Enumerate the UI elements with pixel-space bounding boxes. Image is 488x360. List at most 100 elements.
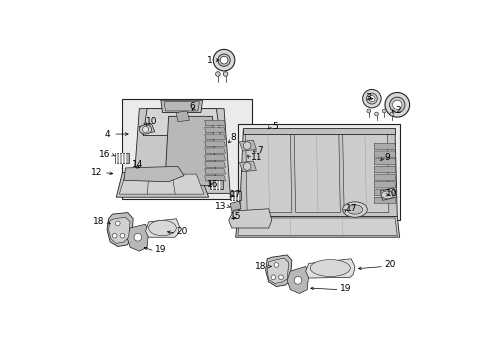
Circle shape	[374, 112, 378, 116]
Text: 20: 20	[384, 260, 395, 269]
Text: 4: 4	[104, 130, 110, 139]
Polygon shape	[238, 218, 396, 236]
Polygon shape	[373, 182, 395, 188]
Polygon shape	[373, 197, 395, 203]
Text: 7: 7	[257, 147, 263, 156]
Polygon shape	[373, 143, 395, 149]
Polygon shape	[265, 255, 291, 287]
Circle shape	[293, 276, 301, 284]
Ellipse shape	[139, 125, 151, 134]
Polygon shape	[266, 258, 288, 283]
Polygon shape	[204, 155, 225, 160]
Ellipse shape	[380, 191, 393, 199]
Text: 17: 17	[230, 190, 241, 199]
Polygon shape	[116, 172, 208, 197]
Text: 18: 18	[254, 262, 266, 271]
Text: 18: 18	[93, 217, 104, 226]
Polygon shape	[239, 140, 256, 151]
Circle shape	[243, 142, 250, 149]
Circle shape	[220, 56, 227, 64]
Text: 5: 5	[271, 122, 277, 131]
Text: 17: 17	[345, 204, 356, 213]
Circle shape	[384, 93, 409, 117]
Polygon shape	[133, 109, 230, 193]
Bar	[115, 153, 128, 163]
Text: 1: 1	[206, 56, 212, 65]
Text: 3: 3	[364, 93, 370, 102]
Polygon shape	[373, 166, 395, 172]
Polygon shape	[204, 148, 225, 153]
Text: 6: 6	[189, 102, 195, 111]
Polygon shape	[204, 162, 225, 167]
Polygon shape	[127, 224, 148, 251]
Circle shape	[213, 49, 234, 71]
Text: 10: 10	[385, 189, 396, 198]
Polygon shape	[161, 100, 202, 112]
Polygon shape	[305, 259, 354, 278]
Circle shape	[223, 72, 227, 76]
Ellipse shape	[148, 220, 176, 236]
Polygon shape	[204, 169, 225, 174]
Circle shape	[112, 233, 117, 238]
Circle shape	[368, 95, 374, 102]
Ellipse shape	[310, 260, 349, 276]
Circle shape	[392, 100, 401, 109]
Polygon shape	[204, 120, 225, 126]
Polygon shape	[119, 174, 203, 194]
Polygon shape	[239, 161, 256, 172]
Polygon shape	[373, 189, 395, 195]
Text: 16: 16	[99, 150, 110, 159]
Polygon shape	[342, 132, 388, 213]
Text: 14: 14	[131, 160, 142, 169]
Polygon shape	[293, 132, 340, 213]
Polygon shape	[373, 151, 395, 157]
Polygon shape	[245, 132, 291, 213]
Polygon shape	[380, 188, 396, 200]
Text: 16: 16	[207, 180, 218, 189]
Circle shape	[389, 97, 404, 112]
Polygon shape	[235, 216, 399, 237]
Text: 8: 8	[230, 134, 236, 143]
Circle shape	[215, 72, 220, 76]
Circle shape	[362, 89, 380, 108]
Polygon shape	[204, 141, 225, 147]
Circle shape	[389, 112, 393, 116]
Circle shape	[243, 163, 250, 170]
Text: 15: 15	[230, 212, 241, 221]
Bar	[230, 191, 241, 200]
Text: 9: 9	[384, 153, 389, 162]
Polygon shape	[163, 102, 199, 111]
Polygon shape	[228, 209, 271, 228]
Text: 10: 10	[145, 117, 157, 126]
Polygon shape	[204, 176, 225, 181]
Circle shape	[270, 275, 275, 280]
Polygon shape	[373, 159, 395, 165]
Circle shape	[120, 233, 124, 238]
Polygon shape	[108, 217, 130, 243]
Circle shape	[366, 109, 370, 113]
Circle shape	[274, 263, 278, 267]
Ellipse shape	[342, 202, 366, 217]
Circle shape	[278, 275, 283, 280]
Circle shape	[134, 233, 142, 241]
Polygon shape	[123, 166, 183, 182]
Polygon shape	[204, 127, 225, 132]
Circle shape	[382, 109, 386, 113]
Polygon shape	[286, 266, 308, 293]
Polygon shape	[204, 134, 225, 139]
Circle shape	[142, 126, 148, 132]
Bar	[122, 99, 251, 199]
Bar	[238, 124, 399, 220]
Polygon shape	[145, 219, 179, 237]
Text: 2: 2	[394, 107, 400, 116]
Polygon shape	[243, 128, 394, 134]
Polygon shape	[107, 213, 133, 247]
Polygon shape	[239, 130, 396, 216]
Polygon shape	[230, 201, 241, 211]
Polygon shape	[164, 116, 216, 186]
Polygon shape	[176, 111, 189, 122]
Circle shape	[366, 93, 377, 104]
Text: 20: 20	[176, 228, 187, 237]
Text: 13: 13	[214, 202, 226, 211]
Text: 11: 11	[250, 153, 262, 162]
